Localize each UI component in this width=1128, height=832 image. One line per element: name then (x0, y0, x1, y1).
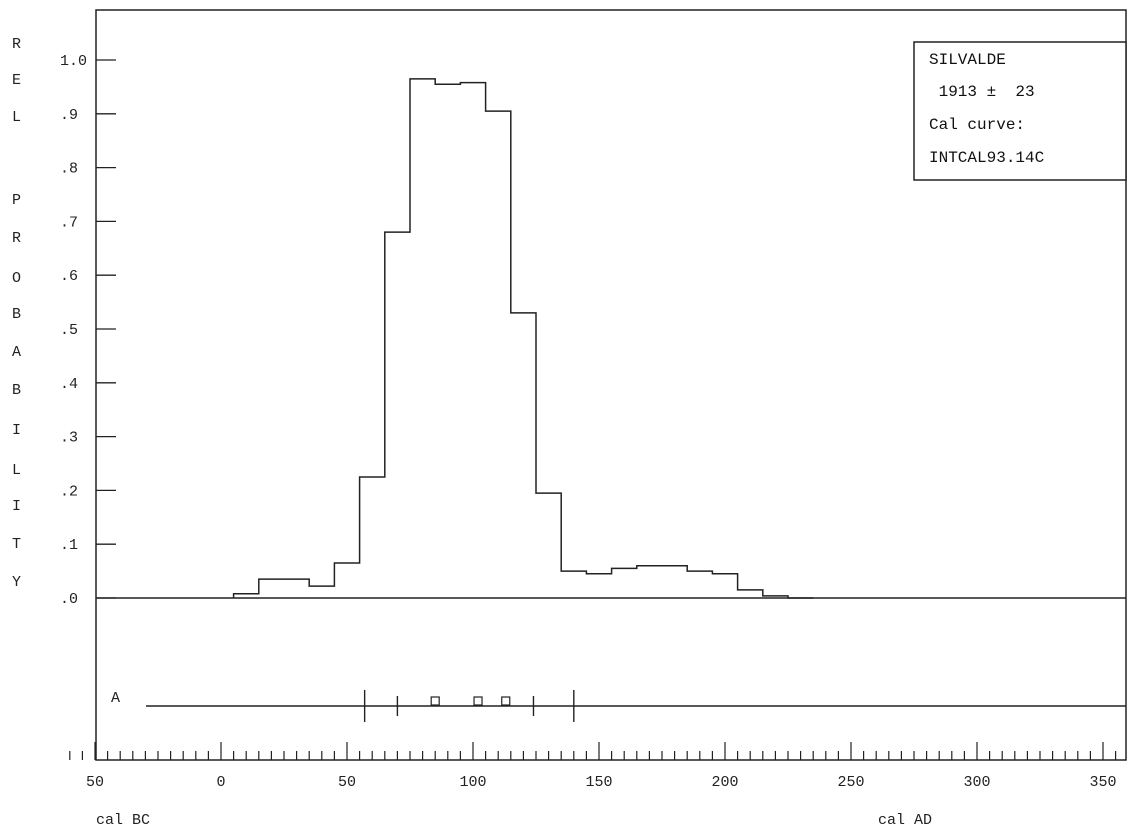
histogram-bar (712, 574, 737, 598)
histogram-bar (385, 232, 410, 598)
y-axis-title-letter: B (12, 382, 21, 399)
y-axis-title-letter: O (12, 270, 21, 287)
y-axis-title-letter: B (12, 306, 21, 323)
range-marker (430, 696, 440, 706)
histogram-bar (511, 313, 536, 598)
y-axis: .0 .1 .2 .3 .4 .5 .6 .7 .8 .9 1.0 (60, 53, 116, 608)
x-tick-label: 150 (585, 774, 612, 791)
x-tick-label: 350 (1089, 774, 1116, 791)
x-axis: 50 0 50 100 150 200 250 300 350 (69, 742, 1117, 791)
histogram-bar (687, 571, 712, 598)
legend-site-name: SILVALDE (929, 51, 1006, 69)
y-axis-title-letter: E (12, 72, 21, 89)
histogram-bar (435, 84, 460, 598)
histogram-bar (586, 574, 611, 598)
y-tick-label: .6 (60, 268, 78, 285)
x-tick-label: 200 (711, 774, 738, 791)
histogram-bar (561, 571, 586, 598)
histogram-bar (738, 590, 763, 598)
histogram-bar (334, 563, 359, 598)
histogram-bar (637, 566, 662, 598)
histogram (232, 78, 814, 599)
y-axis-title-letter: P (12, 192, 21, 209)
histogram-bar (460, 83, 485, 598)
histogram-outline (232, 78, 814, 599)
y-axis-title-letter: R (12, 230, 21, 247)
x-tick-label: 250 (837, 774, 864, 791)
histogram-bar (360, 477, 385, 598)
legend-date: 1913 ± 23 (929, 83, 1035, 101)
y-tick-label: .7 (60, 214, 78, 231)
y-axis-title-letter: A (12, 344, 21, 361)
histogram-bar (763, 596, 788, 598)
x-tick-label: 50 (86, 774, 104, 791)
y-tick-label: .3 (60, 430, 78, 447)
histogram-bar (612, 568, 637, 598)
y-tick-label: .4 (60, 376, 78, 393)
legend-box: SILVALDE 1913 ± 23 Cal curve: INTCAL93.1… (913, 41, 1127, 181)
y-tick-label: .5 (60, 322, 78, 339)
histogram-bar (662, 566, 687, 598)
y-tick-label: .9 (60, 107, 78, 124)
x-axis-label-ad: cal AD (878, 812, 932, 829)
legend-curve-label: Cal curve: (929, 116, 1025, 134)
y-tick-label: 1.0 (60, 53, 87, 70)
y-axis-title: R E L P R O B A B I L I T Y (12, 36, 21, 591)
y-tick-label: .0 (60, 591, 78, 608)
y-axis-title-letter: T (12, 536, 21, 553)
histogram-bar (259, 579, 284, 598)
x-tick-label: 0 (216, 774, 225, 791)
histogram-bar (284, 579, 309, 598)
range-marker (473, 696, 483, 706)
x-tick-label: 300 (963, 774, 990, 791)
y-axis-title-letter: I (12, 422, 21, 439)
legend-frame (913, 41, 1127, 181)
legend-curve-name: INTCAL93.14C (929, 149, 1044, 167)
x-tick-label: 50 (338, 774, 356, 791)
histogram-bar (410, 79, 435, 598)
y-axis-title-letter: I (12, 498, 21, 515)
y-tick-label: .2 (60, 483, 78, 500)
y-axis-title-letter: L (12, 109, 21, 126)
range-bar-label: A (111, 690, 120, 707)
y-axis-title-letter: Y (12, 574, 21, 591)
x-tick-label: 100 (459, 774, 486, 791)
range-marker (501, 696, 511, 706)
range-bar: A (111, 690, 1126, 722)
y-tick-label: .8 (60, 161, 78, 178)
x-axis-label-bc: cal BC (96, 812, 150, 829)
y-axis-title-letter: L (12, 462, 21, 479)
histogram-bar (536, 493, 561, 598)
histogram-bar (309, 586, 334, 598)
y-tick-label: .1 (60, 537, 78, 554)
y-axis-title-letter: R (12, 36, 21, 53)
histogram-bar (234, 594, 259, 598)
histogram-bar (486, 111, 511, 598)
